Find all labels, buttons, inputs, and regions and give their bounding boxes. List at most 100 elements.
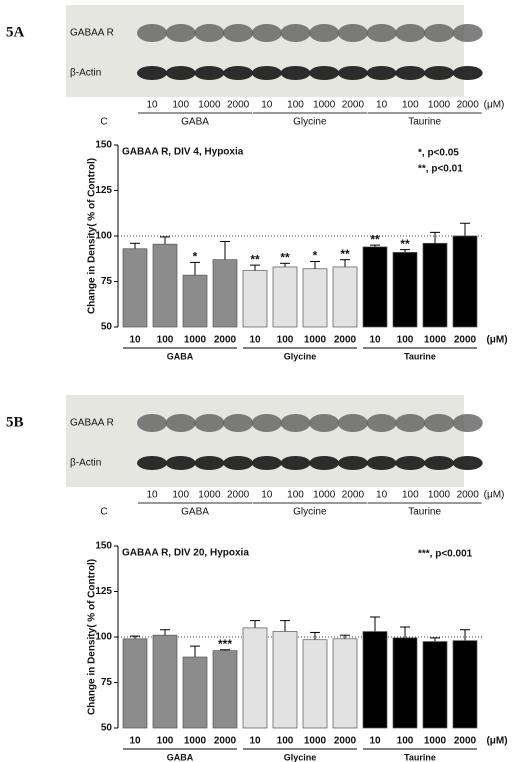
- blot-label-bg: [66, 64, 121, 82]
- bar: [242, 627, 268, 729]
- y-tick-label: 75: [101, 276, 113, 287]
- dose-label: 100: [402, 490, 419, 501]
- bar: [272, 631, 298, 729]
- x-tick-label: 1000: [184, 335, 207, 346]
- x-tick-label: 100: [397, 736, 414, 747]
- dose-label: 2000: [227, 490, 250, 501]
- bar: [122, 248, 148, 328]
- bar: [362, 246, 388, 328]
- bar: [452, 235, 478, 328]
- blot-band: [137, 24, 167, 42]
- annotation: **, p<0.01: [418, 164, 463, 175]
- blot-band: [165, 456, 196, 470]
- blot-band: [223, 66, 254, 80]
- unit-label: (μM): [484, 490, 505, 501]
- dose-label: 10: [146, 100, 158, 111]
- blot-label-bg: [66, 24, 121, 42]
- blot-label-bg: [66, 414, 121, 432]
- blot-band: [280, 456, 311, 470]
- significance-label: ***: [218, 637, 232, 651]
- group-label: Taurine: [408, 507, 441, 518]
- blot-band: [137, 414, 167, 432]
- blot-row-label: GABAA R: [70, 28, 114, 39]
- blot-band: [424, 24, 454, 42]
- significance-label: **: [370, 232, 380, 246]
- blot-band: [194, 24, 225, 42]
- blot-band: [424, 456, 454, 470]
- x-tick-label: 100: [277, 335, 294, 346]
- bar: [362, 631, 388, 729]
- bar: [182, 656, 208, 729]
- blot-band: [309, 414, 340, 432]
- y-tick-label: 75: [101, 677, 113, 688]
- group-label: GABA: [167, 752, 194, 762]
- bar: [422, 242, 448, 328]
- blot-band: [337, 66, 368, 80]
- y-axis-label: Change in Density( % of Control): [87, 158, 98, 314]
- dose-label: 100: [402, 100, 419, 111]
- dose-label: 1000: [428, 490, 451, 501]
- significance-label: **: [250, 252, 260, 266]
- blot-band: [251, 456, 282, 470]
- blot-band: [309, 66, 340, 80]
- blot-band: [165, 66, 196, 80]
- blot-band: [366, 456, 397, 470]
- dose-label: 1000: [313, 490, 336, 501]
- blot-label-bg: [66, 454, 121, 472]
- bar: [242, 270, 268, 328]
- y-axis-label: Change in Density( % of Control): [87, 559, 98, 715]
- blot-band: [280, 24, 311, 42]
- blot-band: [251, 66, 282, 80]
- blot-band: [366, 66, 397, 80]
- group-label: GABA: [181, 117, 209, 128]
- blot-band: [194, 456, 225, 470]
- bar: [152, 634, 178, 729]
- blot-band: [309, 24, 340, 42]
- bar: [452, 640, 478, 729]
- x-tick-label: 2000: [214, 736, 237, 747]
- group-label: Glycine: [284, 752, 317, 762]
- x-tick-label: 1000: [304, 736, 327, 747]
- blot-band: [165, 24, 196, 42]
- x-tick-label: 2000: [454, 335, 477, 346]
- blot-band: [251, 24, 282, 42]
- blot-background: [66, 5, 464, 97]
- blot-band: [337, 414, 368, 432]
- blot-band: [452, 66, 483, 80]
- blot-band: [395, 24, 426, 42]
- blot-band: [337, 24, 368, 42]
- x-tick-label: 10: [249, 736, 261, 747]
- x-tick-label: 2000: [334, 736, 357, 747]
- blot-band: [452, 24, 483, 42]
- x-tick-label: 10: [369, 736, 381, 747]
- dose-label: 2000: [342, 100, 365, 111]
- blot-row-label: GABAA R: [70, 418, 114, 429]
- y-tick-label: 150: [95, 140, 112, 151]
- blot-band: [194, 414, 225, 432]
- x-tick-label: 10: [129, 736, 141, 747]
- y-tick-label: 125: [95, 185, 112, 196]
- significance-label: **: [340, 247, 350, 261]
- bar: [392, 252, 418, 328]
- control-label: C: [100, 507, 107, 518]
- dose-label: 2000: [457, 100, 480, 111]
- bar: [332, 266, 358, 328]
- x-unit-label: (μM): [486, 736, 507, 747]
- bar: [302, 268, 328, 328]
- blot-band: [395, 456, 426, 470]
- y-tick-label: 100: [95, 231, 112, 242]
- dose-label: 10: [376, 490, 388, 501]
- blot-band: [223, 414, 254, 432]
- bar: [122, 638, 148, 729]
- x-tick-label: 1000: [184, 736, 207, 747]
- dose-label: 2000: [227, 100, 250, 111]
- dose-label: 100: [287, 490, 304, 501]
- bar: [392, 637, 418, 729]
- x-tick-label: 2000: [334, 335, 357, 346]
- blot-band: [452, 414, 483, 432]
- x-tick-label: 2000: [454, 736, 477, 747]
- x-tick-label: 10: [129, 335, 141, 346]
- blot-band: [280, 66, 311, 80]
- x-unit-label: (μM): [486, 335, 507, 346]
- x-tick-label: 100: [157, 335, 174, 346]
